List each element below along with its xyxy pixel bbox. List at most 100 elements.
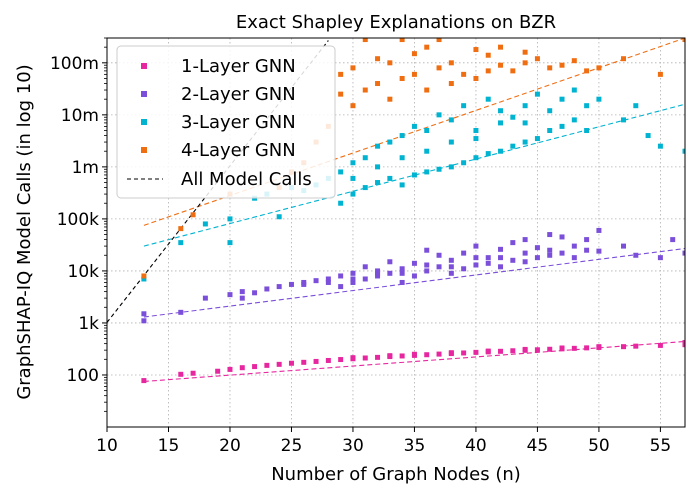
data-point <box>375 273 381 279</box>
chart-title: Exact Shapley Explanations on BZR <box>236 12 556 33</box>
data-point <box>350 65 356 71</box>
data-point <box>424 87 430 93</box>
data-point <box>264 362 270 368</box>
data-point <box>547 128 553 134</box>
data-point <box>325 357 331 363</box>
data-point <box>301 359 307 365</box>
data-point <box>141 378 147 384</box>
data-point <box>485 52 491 58</box>
data-point <box>534 245 540 251</box>
data-point <box>621 117 627 123</box>
data-point <box>522 120 528 126</box>
y-axis-label: GraphSHAP-IQ Model Calls (in log 10) <box>14 64 35 399</box>
data-point <box>325 276 331 282</box>
data-point <box>461 160 467 166</box>
data-point <box>424 262 430 268</box>
data-point <box>436 351 442 357</box>
data-point <box>571 255 577 261</box>
legend: 1-Layer GNN 2-Layer GNN 3-Layer GNN 4-Layer… <box>116 45 336 199</box>
data-point <box>584 247 590 253</box>
data-point <box>547 247 553 253</box>
data-points <box>141 38 685 384</box>
legend-label: 3-Layer GNN <box>181 112 296 133</box>
data-point <box>485 68 491 74</box>
data-point <box>411 351 417 357</box>
x-tick-label: 25 <box>281 436 303 456</box>
plot-frame <box>106 37 686 428</box>
x-tick-label: 35 <box>404 436 426 456</box>
data-point <box>375 270 381 276</box>
data-point <box>178 371 184 377</box>
data-point <box>338 71 344 77</box>
data-point <box>424 169 430 175</box>
data-point <box>657 71 663 77</box>
data-point <box>387 353 393 359</box>
data-point <box>325 279 331 285</box>
x-tick-label: 55 <box>650 436 672 456</box>
data-point <box>350 279 356 285</box>
data-point <box>436 166 442 172</box>
trend-line <box>143 103 685 247</box>
data-point <box>584 68 590 74</box>
data-point <box>362 87 368 93</box>
data-point <box>387 270 393 276</box>
data-point <box>411 260 417 266</box>
data-point <box>411 172 417 178</box>
data-point <box>510 240 516 246</box>
data-point <box>350 103 356 109</box>
data-point <box>682 340 685 346</box>
data-point <box>227 216 233 222</box>
y-tick-label: 100 <box>67 366 99 386</box>
data-point <box>534 255 540 261</box>
data-point <box>448 139 454 145</box>
data-point <box>264 286 270 292</box>
trend-line <box>143 247 685 318</box>
data-point <box>350 270 356 276</box>
legend-marker <box>141 119 147 125</box>
data-point <box>498 62 504 68</box>
data-point <box>362 185 368 191</box>
data-point <box>338 357 344 363</box>
data-point <box>448 117 454 123</box>
y-tick-label: 100k <box>57 210 99 230</box>
data-point <box>621 243 627 249</box>
data-point <box>633 343 639 349</box>
data-point <box>399 133 405 139</box>
data-point <box>596 96 602 102</box>
data-point <box>534 91 540 97</box>
data-point <box>498 44 504 50</box>
data-point <box>534 347 540 353</box>
y-tick-label: 100m <box>50 54 99 74</box>
data-point <box>461 71 467 77</box>
data-point <box>657 255 663 261</box>
data-point <box>584 237 590 243</box>
data-point <box>461 266 467 272</box>
legend-label: 4-Layer GNN <box>181 140 296 161</box>
data-point <box>571 117 577 123</box>
data-point <box>301 281 307 287</box>
legend-marker <box>141 91 147 97</box>
data-point <box>547 346 553 352</box>
data-point <box>350 160 356 166</box>
data-point <box>436 112 442 118</box>
data-point <box>227 240 233 246</box>
x-tick-label: 30 <box>342 436 364 456</box>
data-point <box>276 284 282 290</box>
y-axis-ticks: 100 1k 10k 100k 1m 10m 100m <box>50 37 107 412</box>
data-point <box>350 276 356 282</box>
data-point <box>584 345 590 351</box>
data-point <box>633 103 639 109</box>
data-point <box>141 273 147 279</box>
data-point <box>473 243 479 249</box>
data-point <box>227 292 233 298</box>
data-point <box>252 290 258 296</box>
data-point <box>387 60 393 66</box>
data-point <box>510 114 516 120</box>
data-point <box>424 247 430 253</box>
data-point <box>424 44 430 50</box>
data-point <box>387 96 393 102</box>
data-point <box>682 38 685 43</box>
data-point <box>288 360 294 366</box>
data-point <box>473 75 479 81</box>
